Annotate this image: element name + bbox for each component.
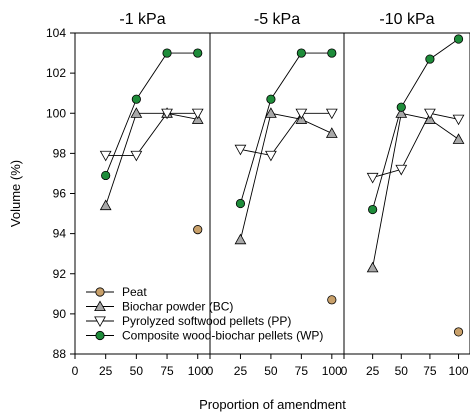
data-point-pp (265, 150, 277, 162)
data-point-wp (162, 48, 172, 58)
legend-marker-peat (95, 287, 105, 297)
y-tick-label: 94 (53, 227, 67, 241)
x-tick-label: 0 (207, 364, 214, 378)
data-point-bc (234, 233, 247, 245)
data-point-pp (325, 108, 338, 120)
legend-marker-pp (94, 316, 106, 328)
x-tick-label: 50 (130, 364, 144, 378)
data-point-peat (193, 225, 203, 235)
legend-label-pp: Pyrolyzed softwood pellets (PP) (122, 314, 291, 328)
x-tick-label: 25 (366, 364, 380, 378)
data-point-pp (130, 150, 143, 162)
legend-marker-bc (94, 300, 106, 312)
data-point-wp (235, 198, 246, 209)
x-tick-label: 100 (188, 364, 208, 378)
data-point-pp (366, 172, 379, 184)
data-point-bc (452, 133, 465, 144)
y-tick-label: 100 (46, 106, 66, 120)
legend-marker-wp (95, 330, 105, 341)
y-tick-label: 104 (46, 26, 66, 40)
y-tick-label: 96 (53, 187, 67, 201)
panel-title: -1 kPa (119, 11, 165, 28)
y-axis-title: Volume (%) (8, 160, 23, 227)
x-tick-label: 25 (99, 364, 113, 378)
data-point-wp (131, 94, 141, 104)
data-point-peat (453, 327, 464, 337)
data-point-bc (130, 107, 143, 118)
data-point-bc (366, 261, 379, 273)
data-point-wp (266, 94, 276, 104)
series-line-wp (372, 38, 459, 210)
panel-series-group (99, 48, 204, 235)
data-point-wp (425, 54, 435, 64)
series-line-pp (372, 112, 459, 178)
x-tick-label: 25 (234, 364, 248, 378)
x-tick-label: 75 (423, 364, 437, 378)
data-point-wp (296, 48, 306, 58)
data-point-wp (453, 34, 464, 44)
x-tick-label: 0 (72, 364, 79, 378)
data-point-wp (193, 48, 203, 58)
x-tick-label: 100 (449, 364, 469, 378)
data-point-bc (325, 127, 338, 138)
data-point-pp (395, 164, 408, 176)
series-line-wp (240, 52, 332, 204)
x-tick-label: 75 (295, 364, 309, 378)
data-point-bc (99, 199, 112, 211)
series-line-bc (372, 112, 459, 268)
x-tick-label: 50 (395, 364, 409, 378)
data-point-pp (191, 108, 204, 120)
y-tick-label: 102 (46, 66, 66, 80)
data-point-bc (395, 107, 408, 118)
series-line-bc (240, 112, 332, 240)
legend-label-peat: Peat (122, 285, 147, 299)
x-tick-label: 100 (322, 364, 342, 378)
y-tick-label: 88 (53, 347, 67, 361)
data-point-wp (368, 204, 378, 215)
data-point-pp (424, 108, 436, 120)
panel-title: -5 kPa (254, 11, 300, 28)
x-tick-label: 75 (160, 364, 174, 378)
series-line-pp (240, 112, 332, 156)
data-point-pp (295, 108, 308, 120)
series-line-bc (105, 112, 198, 206)
data-point-bc (265, 107, 277, 118)
series-line-pp (105, 112, 198, 156)
data-point-wp (101, 170, 111, 181)
x-axis-title: Proportion of amendment (199, 397, 346, 412)
y-tick-label: 90 (53, 307, 67, 321)
x-tick-label: 0 (341, 364, 348, 378)
x-tick-label: 50 (264, 364, 278, 378)
data-point-wp (327, 48, 337, 58)
panel-series-group (234, 48, 338, 305)
y-tick-label: 92 (53, 267, 67, 281)
data-point-wp (396, 102, 406, 112)
legend-label-wp: Composite wood-biochar pellets (WP) (122, 329, 323, 343)
legend-label-bc: Biochar powder (BC) (122, 300, 233, 314)
data-point-pp (99, 150, 112, 162)
panel-title: -10 kPa (379, 11, 434, 28)
data-point-pp (452, 114, 465, 126)
data-point-pp (161, 108, 173, 120)
series-line-wp (105, 52, 198, 176)
data-point-peat (327, 295, 337, 305)
y-tick-label: 98 (53, 146, 67, 160)
panel-series-group (366, 34, 465, 337)
data-point-pp (234, 144, 247, 156)
